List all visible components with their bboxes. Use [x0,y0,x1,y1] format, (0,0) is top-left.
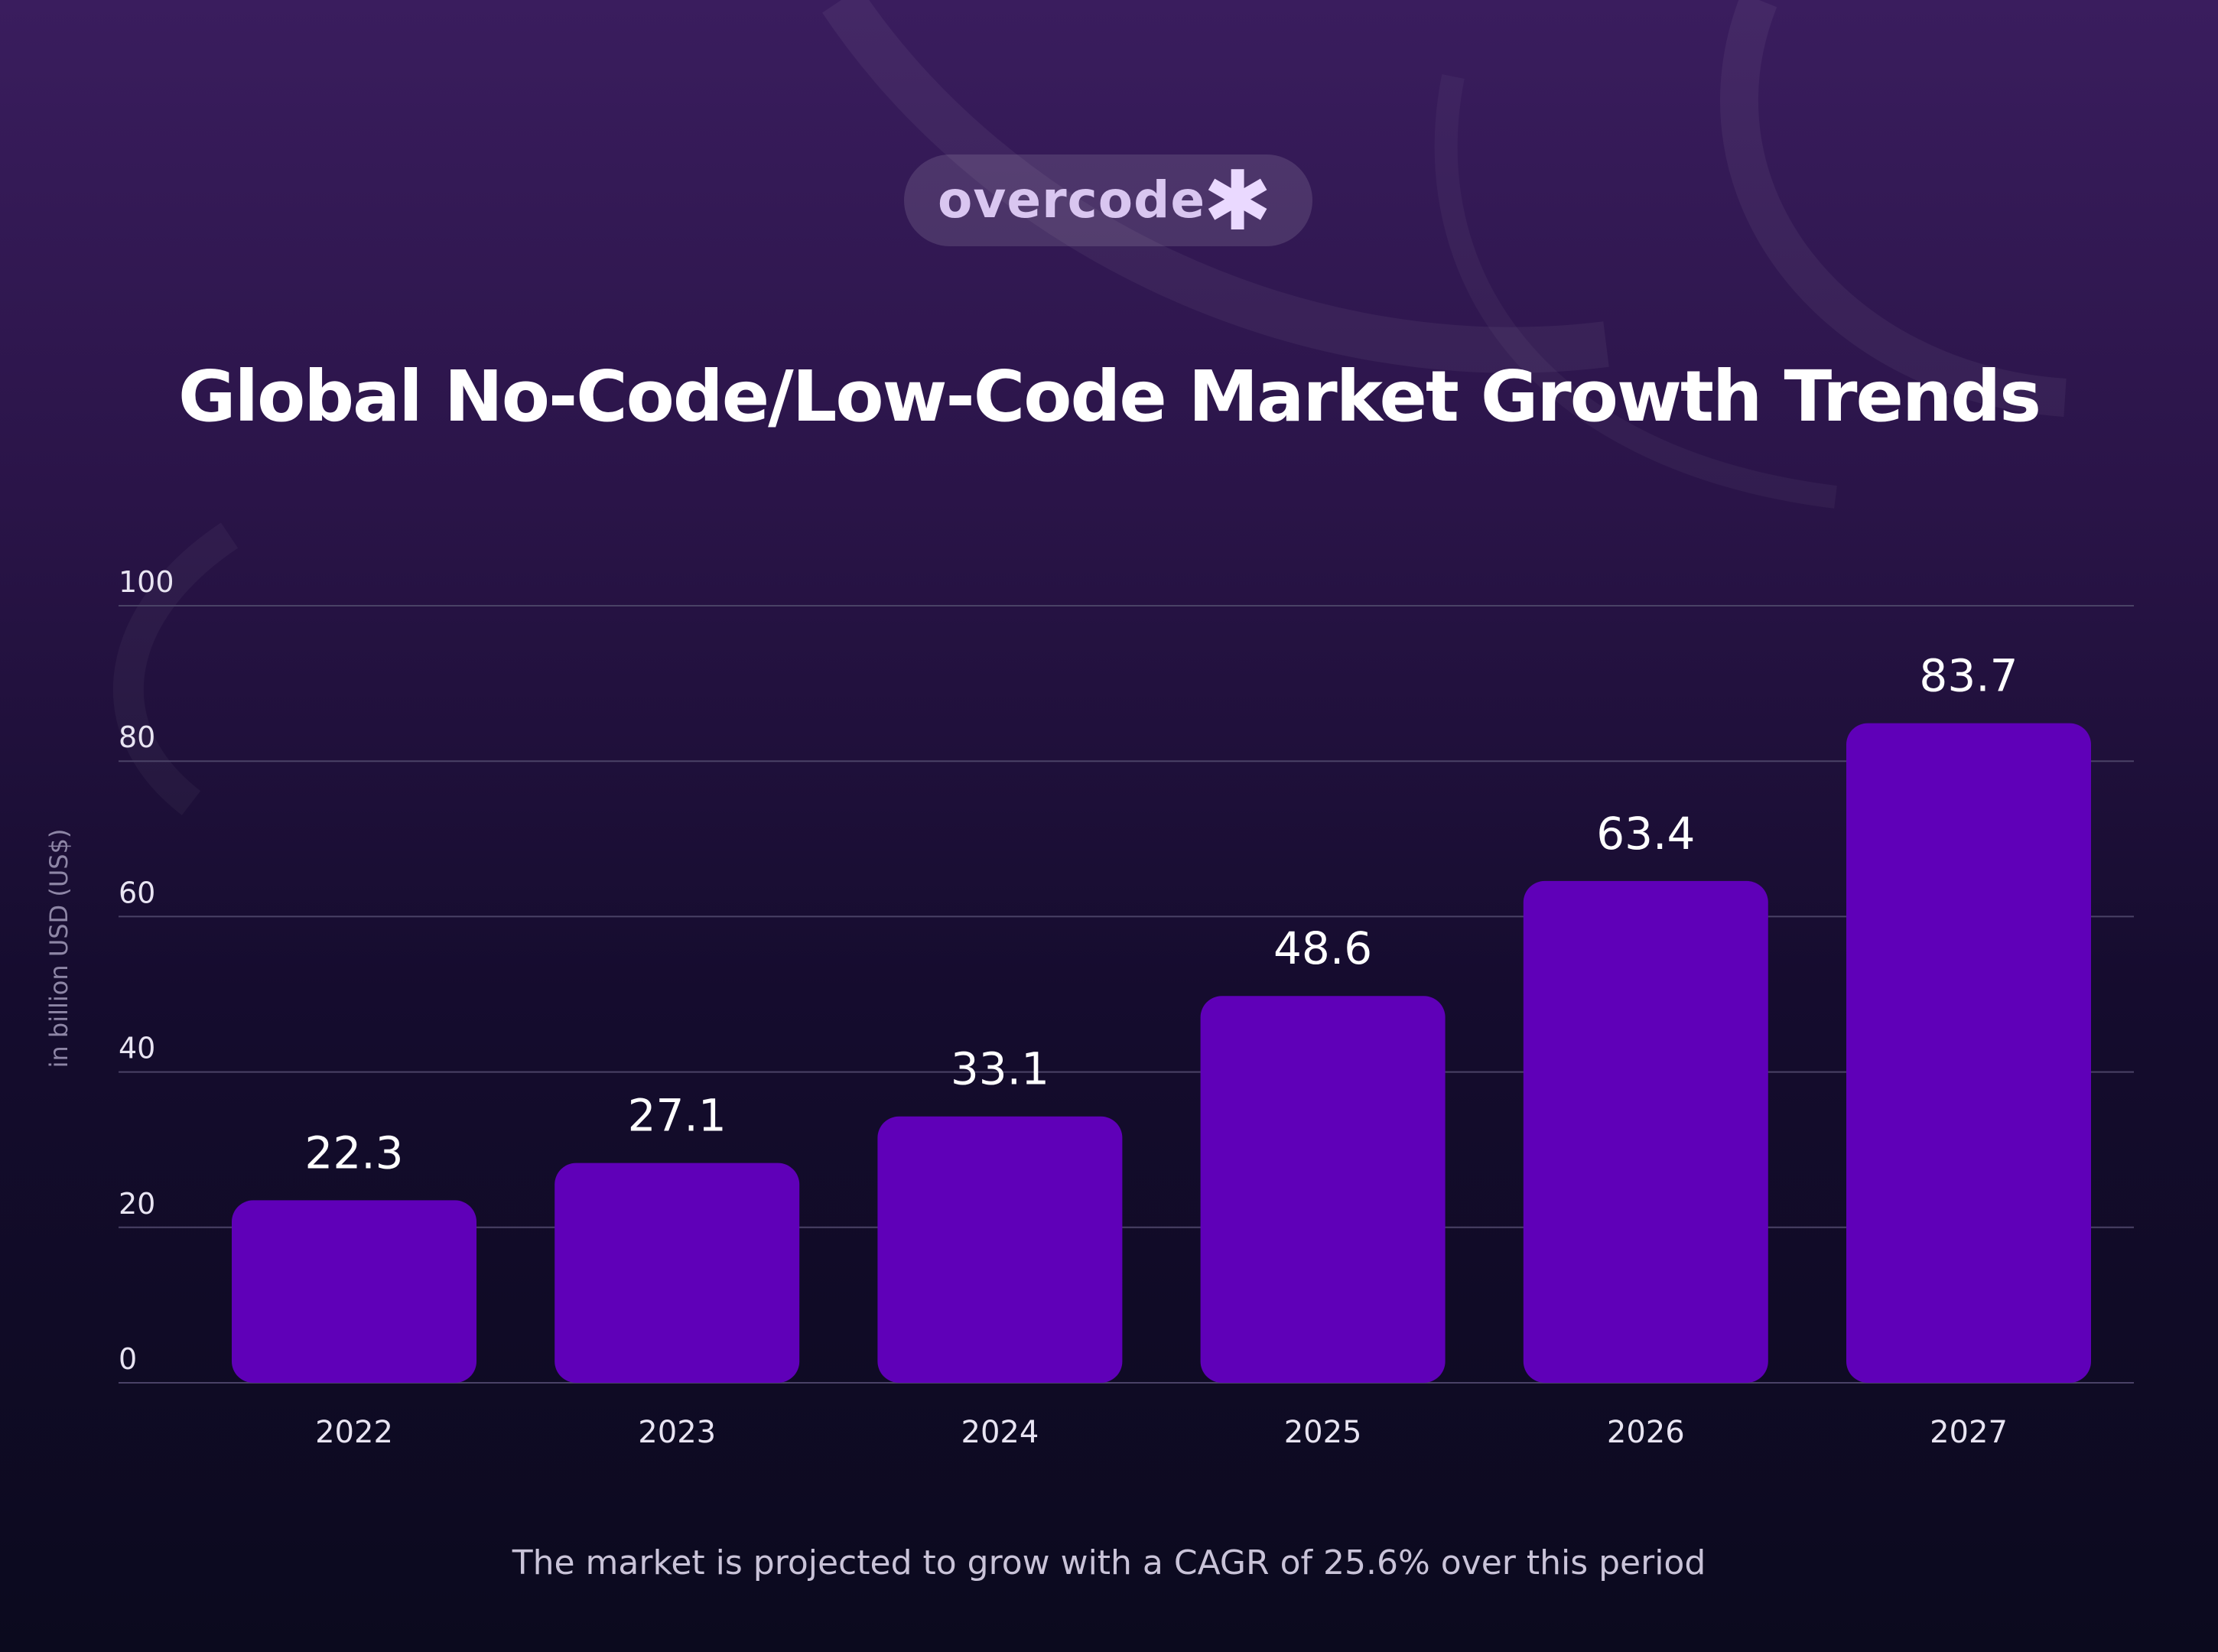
y-tick-label: 20 [119,1187,155,1221]
bar [1200,996,1446,1383]
bar [232,1200,476,1383]
footer-note: The market is projected to grow with a C… [512,1543,1706,1582]
bar [877,1116,1123,1383]
bar-value-label: 27.1 [628,1090,727,1142]
x-tick-label: 2027 [1930,1415,2008,1450]
x-tick-label: 2024 [961,1415,1039,1450]
y-tick-label: 0 [119,1342,137,1376]
brand-logo-pill [904,154,1312,246]
chart-title: Global No-Code/Low-Code Market Growth Tr… [178,356,2041,437]
bar [554,1163,800,1383]
bar-value-label: 33.1 [951,1043,1049,1095]
y-tick-label: 60 [119,876,155,909]
x-tick-label: 2023 [638,1415,716,1450]
bar-value-label: 48.6 [1273,922,1372,974]
y-tick-label: 100 [119,565,174,599]
brand-logo: overcode [938,171,1206,229]
bar [1846,723,2091,1383]
bar-value-label: 22.3 [304,1127,403,1179]
bar [1523,880,1768,1383]
bar-value-label: 63.4 [1596,808,1695,860]
y-tick-label: 40 [119,1032,155,1065]
bar-value-label: 83.7 [1919,650,2018,702]
x-tick-label: 2026 [1607,1415,1685,1450]
y-axis-label: in billion USD (US$) [44,829,73,1068]
asterisk-icon: ✱ [1202,154,1273,249]
x-tick-label: 2025 [1284,1415,1362,1450]
x-tick-label: 2022 [315,1415,393,1450]
y-tick-label: 80 [119,720,155,754]
